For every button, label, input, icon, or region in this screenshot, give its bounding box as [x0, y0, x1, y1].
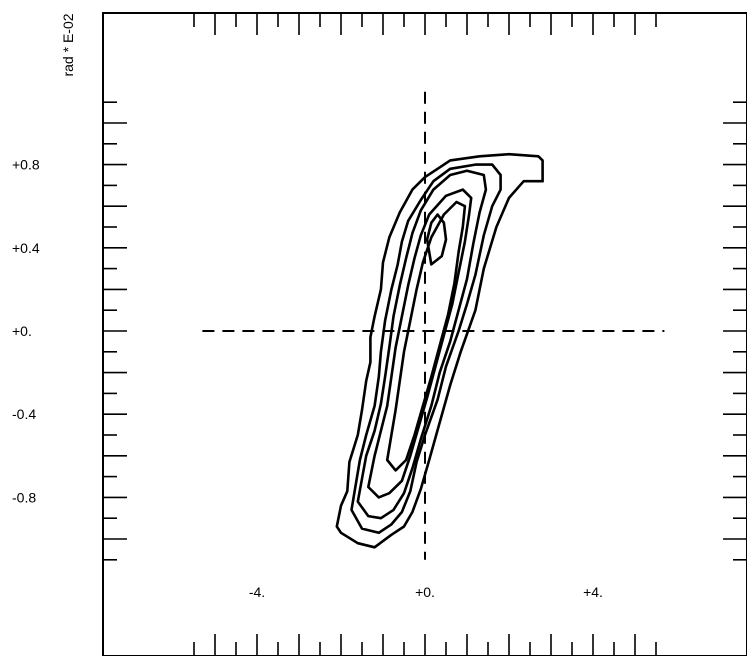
x-tick-label: +4. [583, 584, 603, 600]
reference-lines [202, 91, 665, 560]
contour-level-1 [335, 152, 544, 549]
contour-level-5 [385, 200, 467, 472]
x-tick-label: -4. [249, 584, 265, 600]
y-tick-label: -0.8 [12, 489, 36, 505]
contour-level-2 [350, 163, 502, 535]
x-tick-label: +0. [415, 584, 435, 600]
y-tick-label: +0. [12, 323, 32, 339]
contour-level-3 [356, 169, 488, 520]
contour-lines [335, 152, 544, 549]
axis-ticks [103, 13, 747, 656]
y-axis-title: rad * E-02 [60, 13, 76, 76]
y-tick-label: -0.4 [12, 406, 36, 422]
y-tick-label: +0.8 [12, 157, 40, 173]
tick-labels: -4. +0. +4. +0.8 +0.4 +0. -0.4 -0.8 [12, 157, 603, 600]
y-tick-label: +0.4 [12, 240, 40, 256]
contour-level-4 [366, 188, 473, 499]
contour-level-6 [425, 213, 448, 266]
